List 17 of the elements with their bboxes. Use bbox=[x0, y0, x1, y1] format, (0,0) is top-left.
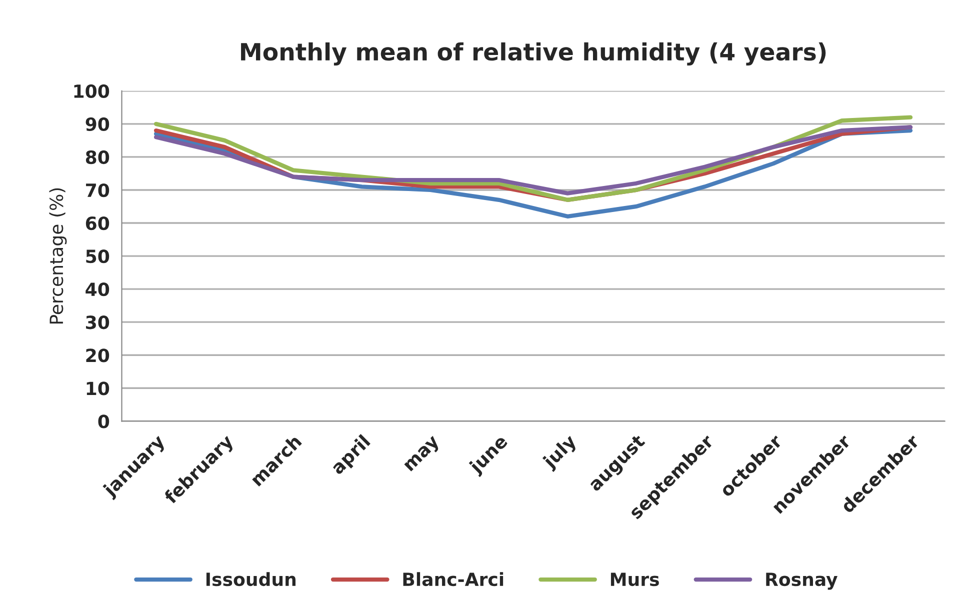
legend-label: Blanc-Arci bbox=[403, 572, 504, 586]
y-tick-label: 100 bbox=[74, 84, 110, 98]
legend-label: Rosnay bbox=[766, 572, 838, 590]
chart-title: Monthly mean of relative humidity (4 years) bbox=[241, 42, 826, 66]
y-tick-label: 50 bbox=[86, 249, 110, 264]
y-tick-label: 60 bbox=[86, 216, 110, 230]
y-tick-label: 90 bbox=[86, 117, 110, 132]
y-axis-title: Percentage (%) bbox=[49, 188, 67, 324]
legend-label: Murs bbox=[610, 572, 659, 586]
y-tick-label: 0 bbox=[98, 414, 110, 428]
y-tick-label: 20 bbox=[86, 348, 110, 362]
y-tick-label: 80 bbox=[86, 150, 110, 164]
y-tick-label: 10 bbox=[86, 382, 110, 396]
legend-label: Issoudun bbox=[206, 572, 296, 586]
y-tick-label: 70 bbox=[86, 183, 110, 198]
y-tick-label: 40 bbox=[86, 282, 110, 296]
y-tick-label: 30 bbox=[86, 316, 110, 330]
